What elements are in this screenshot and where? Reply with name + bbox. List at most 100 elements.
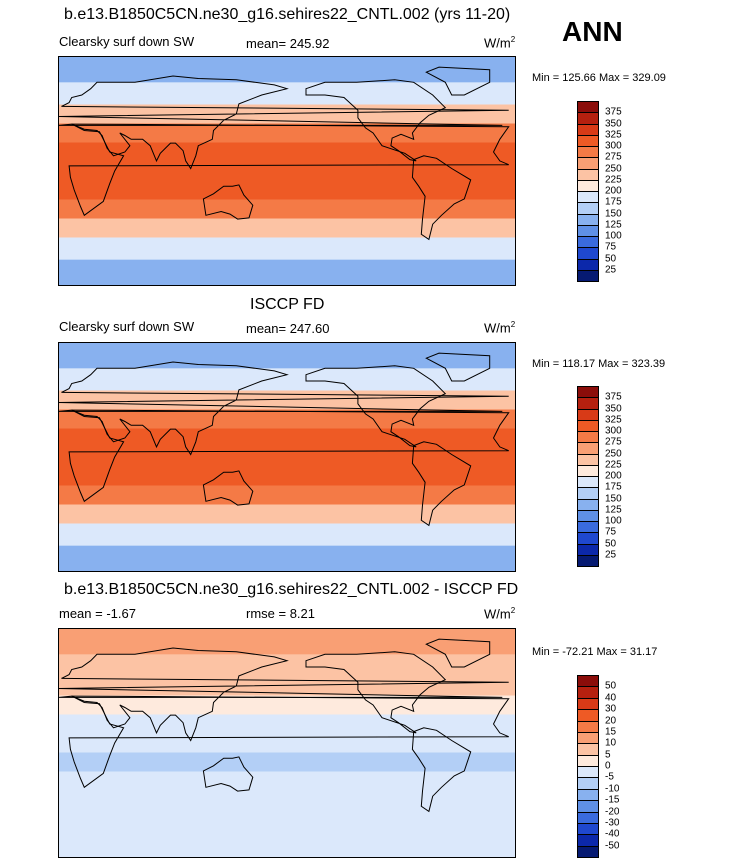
heatmap-band xyxy=(59,259,515,285)
heatmap-band xyxy=(59,409,515,429)
colorbar-label: 175 xyxy=(605,196,622,208)
panel2-title: ISCCP FD xyxy=(250,296,325,313)
panel2-minmax: Min = 118.17 Max = 323.39 xyxy=(532,358,666,370)
colorbar-label: 225 xyxy=(605,174,622,186)
colorbar-label: 200 xyxy=(605,470,622,482)
colorbar-label: 250 xyxy=(605,448,622,459)
heatmap-band xyxy=(59,790,515,810)
heatmap-band xyxy=(59,368,515,391)
panel1-variable: Clearsky surf down SW xyxy=(59,34,195,49)
panel1-map xyxy=(58,56,516,286)
panel3-map xyxy=(58,628,516,858)
heatmap-band xyxy=(59,180,515,200)
colorbar-label: 20 xyxy=(605,715,617,726)
coastline xyxy=(305,365,447,448)
panel3-minmax: Min = -72.21 Max = 31.17 xyxy=(532,646,658,658)
coastline xyxy=(202,184,254,220)
colorbar-label: -40 xyxy=(605,828,620,840)
panel1-minmax: Min = 125.66 Max = 329.09 xyxy=(532,72,666,84)
colorbar-label: 300 xyxy=(605,425,622,437)
heatmap-band xyxy=(59,142,515,162)
colorbar-swatch xyxy=(577,554,599,567)
colorbar-label: 5 xyxy=(605,749,611,761)
panel3-units-base: W/m xyxy=(484,606,511,622)
colorbar-label: 300 xyxy=(605,140,622,152)
colorbar-label: 0 xyxy=(605,760,611,772)
colorbar-label: -20 xyxy=(605,806,620,817)
heatmap-band xyxy=(59,82,515,105)
colorbar-label: 75 xyxy=(605,241,617,253)
panel1-units-sup: 2 xyxy=(510,35,516,44)
colorbar-label: 50 xyxy=(605,253,617,264)
heatmap-band xyxy=(59,161,515,181)
colorbar-label: 25 xyxy=(605,549,617,561)
coastline xyxy=(305,651,447,734)
colorbar-label: 325 xyxy=(605,414,622,426)
colorbar-label: 25 xyxy=(605,264,617,276)
coastline xyxy=(411,727,472,813)
heatmap-band xyxy=(59,771,515,791)
colorbar-label: -10 xyxy=(605,783,620,795)
colorbar-label: 50 xyxy=(605,680,617,692)
coastline xyxy=(425,638,491,668)
colorbar-label: 40 xyxy=(605,692,617,704)
coastline xyxy=(425,66,491,96)
panel1-title: b.e13.B1850C5CN.ne30_g16.sehires22_CNTL.… xyxy=(64,6,511,23)
colorbar-label: 350 xyxy=(605,118,622,129)
coastline xyxy=(305,79,447,162)
heatmap-band xyxy=(59,629,515,655)
heatmap-band xyxy=(59,695,515,715)
season-label: ANN xyxy=(562,16,623,47)
heatmap-band xyxy=(59,218,515,238)
panel1-units-base: W/m xyxy=(484,35,511,51)
panel3-units-sup: 2 xyxy=(510,606,516,615)
heatmap-band xyxy=(59,199,515,219)
coastline xyxy=(202,756,254,792)
panel3-title: b.e13.B1850C5CN.ne30_g16.sehires22_CNTL.… xyxy=(64,581,519,598)
colorbar-swatch xyxy=(577,845,599,858)
heatmap-band xyxy=(59,809,515,833)
colorbar-label: 100 xyxy=(605,515,622,527)
panel3-mean: mean = -1.67 xyxy=(59,606,136,621)
heatmap-band xyxy=(59,654,515,677)
panel2-variable: Clearsky surf down SW xyxy=(59,319,195,334)
colorbar-label: -30 xyxy=(605,817,620,829)
colorbar-label: 200 xyxy=(605,185,622,197)
heatmap-band xyxy=(59,831,515,857)
heatmap-band xyxy=(59,237,515,261)
heatmap-band xyxy=(59,466,515,486)
heatmap-band xyxy=(59,523,515,547)
colorbar-label: -50 xyxy=(605,840,620,852)
panel2-map xyxy=(58,342,516,572)
coastline xyxy=(411,155,472,241)
panel2-colorbar: 375 350 325 300 275 250 225 200 175 150 125 100 75 50… xyxy=(577,386,637,567)
colorbar-label: 375 xyxy=(605,391,622,403)
coastline xyxy=(425,352,491,382)
colorbar-label: 10 xyxy=(605,737,617,749)
panel2-units-base: W/m xyxy=(484,320,511,336)
coastline xyxy=(411,441,472,527)
coastline xyxy=(202,470,254,506)
panel2-mean: mean= 247.60 xyxy=(246,321,330,336)
colorbar-label: 150 xyxy=(605,208,622,219)
panel3-rmse: rmse = 8.21 xyxy=(246,606,316,621)
heatmap-band xyxy=(59,447,515,467)
colorbar-swatch xyxy=(577,269,599,282)
colorbar-label: 350 xyxy=(605,403,622,414)
heatmap-band xyxy=(59,343,515,369)
heatmap-band xyxy=(59,485,515,505)
colorbar-label: -5 xyxy=(605,771,614,783)
heatmap-band xyxy=(59,504,515,524)
panel1-mean: mean= 245.92 xyxy=(246,36,330,51)
colorbar-label: 250 xyxy=(605,163,622,174)
colorbar-label: 30 xyxy=(605,703,617,715)
colorbar-label: 375 xyxy=(605,106,622,118)
panel2-units-sup: 2 xyxy=(510,320,516,329)
colorbar-label: 15 xyxy=(605,726,617,738)
colorbar-label: 100 xyxy=(605,230,622,242)
colorbar-label: -15 xyxy=(605,794,620,806)
coastline xyxy=(68,409,510,503)
colorbar-label: 275 xyxy=(605,436,622,448)
heatmap-band xyxy=(59,123,515,143)
colorbar-label: 225 xyxy=(605,459,622,471)
